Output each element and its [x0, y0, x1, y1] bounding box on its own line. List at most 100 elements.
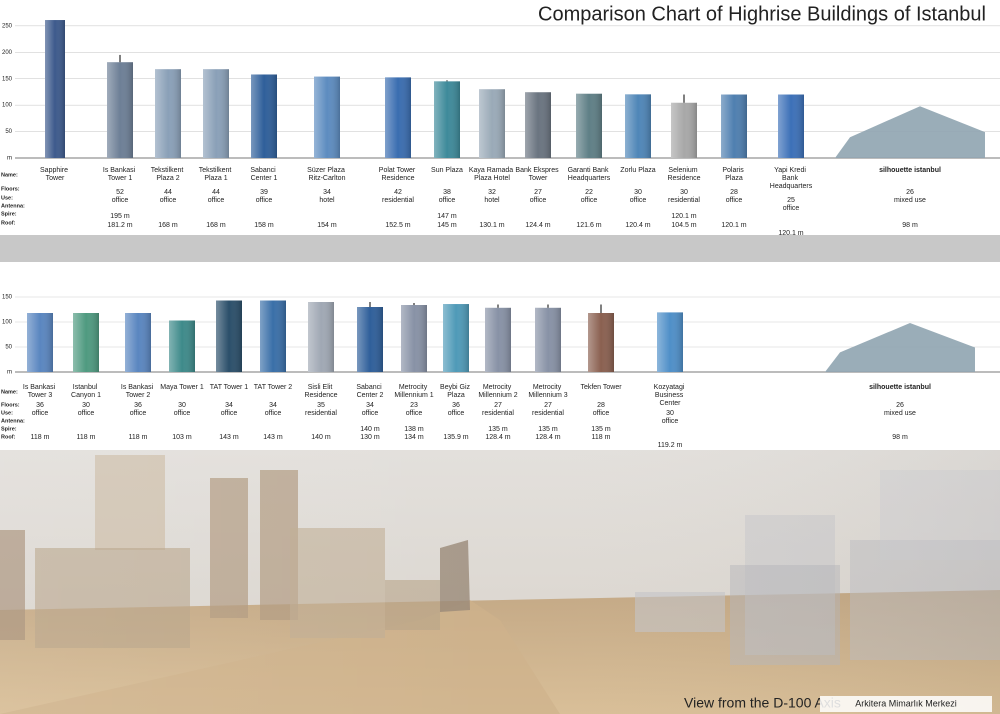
spire-label: 120.1 m: [671, 213, 696, 220]
roof-label: 168 m: [158, 222, 178, 229]
building-shade: [357, 307, 383, 372]
floors: 34: [366, 402, 374, 409]
use: office: [726, 197, 743, 204]
use: office: [448, 410, 465, 417]
separator: [0, 235, 1000, 262]
use: office: [160, 197, 177, 204]
row-label: Spire:: [1, 211, 17, 217]
use: residential: [668, 197, 700, 204]
use: office: [221, 410, 238, 417]
spire-label: 135 m: [538, 426, 558, 433]
use: residential: [382, 197, 414, 204]
roof-label: 118 m: [31, 434, 50, 441]
floors: 36: [134, 402, 142, 409]
floors: 36: [36, 402, 44, 409]
y-tick-label: 150: [2, 295, 13, 301]
spire-label: 135 m: [591, 426, 611, 433]
use: office: [362, 410, 379, 417]
spire-label: 135 m: [488, 426, 508, 433]
floors: 30: [634, 189, 642, 196]
row-label: Name:: [1, 172, 18, 178]
use: office: [265, 410, 282, 417]
roof-label: 134 m: [404, 434, 424, 441]
building-name: Is Bankasi Tower 2: [121, 384, 155, 399]
building-name: silhouette istanbul: [869, 384, 931, 391]
building-name: Selenium Residence: [667, 167, 700, 182]
roof-label: 145 m: [437, 222, 457, 229]
building-name: Is Bankasi Tower 1: [103, 167, 137, 182]
floors: 27: [534, 189, 542, 196]
y-tick-label: 100: [2, 103, 13, 109]
spire-label: 147 m: [437, 213, 457, 220]
roof-label: 143 m: [263, 434, 283, 441]
building-shade: [588, 313, 614, 372]
charts: m 50 100 150 200 250 Name: Floors: Use: Antenna: S…: [1, 20, 1000, 449]
roof-label: 120.4 m: [625, 222, 650, 229]
roof-label: 130.1 m: [479, 222, 504, 229]
use: hotel: [484, 197, 500, 204]
city-view: View from the D-100 Axis Arkitera Mimarl…: [0, 450, 1000, 714]
roof-label: 181.2 m: [107, 222, 132, 229]
use: office: [174, 410, 191, 417]
building-shade: [434, 81, 460, 158]
row-label: Use:: [1, 410, 13, 416]
building-name: Tekstilkent Plaza 2: [151, 167, 186, 182]
y-tick-label: 250: [2, 23, 13, 29]
building-name: Metrocity Millennium 3: [528, 384, 567, 399]
roof-label: 98 m: [892, 434, 908, 441]
floors: 30: [666, 410, 674, 417]
building-shade: [443, 304, 469, 372]
use: office: [439, 197, 456, 204]
floors: 44: [212, 189, 220, 196]
roof-label: 154 m: [317, 222, 337, 229]
roof-label: 118 m: [592, 434, 611, 441]
roof-label: 135.9 m: [443, 434, 468, 441]
y-tick-label: 100: [2, 320, 13, 326]
building-name: Polaris Plaza: [722, 167, 745, 182]
building-shade: [401, 305, 427, 372]
building-shade: [657, 312, 683, 372]
use: office: [662, 418, 679, 425]
building: [835, 106, 985, 158]
spire-label: 138 m: [404, 426, 424, 433]
building-shade: [576, 93, 602, 158]
building-name: Maya Tower 1: [160, 384, 204, 391]
building-name: Bank Ekspres Tower: [515, 167, 560, 182]
building-shade: [251, 74, 277, 158]
use: office: [256, 197, 273, 204]
building-shade: [535, 307, 561, 372]
floors: 38: [443, 189, 451, 196]
roof-label: 119.2 m: [658, 442, 683, 449]
floors: 26: [906, 189, 914, 196]
building-shade: [107, 62, 133, 159]
building-name: TAT Tower 1: [210, 384, 248, 391]
use: residential: [482, 410, 514, 417]
floors: 25: [787, 197, 795, 204]
floors: 36: [452, 402, 460, 409]
building-shade: [625, 94, 651, 158]
floors: 28: [730, 189, 738, 196]
building-name: Sun Plaza: [431, 167, 463, 174]
roof-label: 120.1 m: [778, 230, 803, 237]
building-shade: [308, 302, 334, 372]
use: office: [78, 410, 95, 417]
use: mixed use: [894, 197, 926, 204]
roof-label: 128.4 m: [485, 434, 510, 441]
building-name: Sabanci Center 2: [356, 384, 383, 399]
roof-label: 103 m: [172, 434, 192, 441]
row-label: Antenna:: [1, 203, 25, 209]
row-label: Name:: [1, 389, 18, 395]
building-shade: [45, 20, 65, 158]
y-tick-label: m: [7, 156, 12, 162]
roof-label: 158 m: [254, 222, 274, 229]
roof-label: 130 m: [360, 434, 380, 441]
use: office: [593, 410, 610, 417]
roof-label: 168 m: [206, 222, 226, 229]
building-name: Metrocity Millennium 2: [478, 384, 517, 399]
floors: 27: [494, 402, 502, 409]
roof-label: 140 m: [311, 434, 331, 441]
building-shade: [125, 313, 151, 372]
building-shade: [485, 307, 511, 372]
roof-label: 98 m: [902, 222, 918, 229]
